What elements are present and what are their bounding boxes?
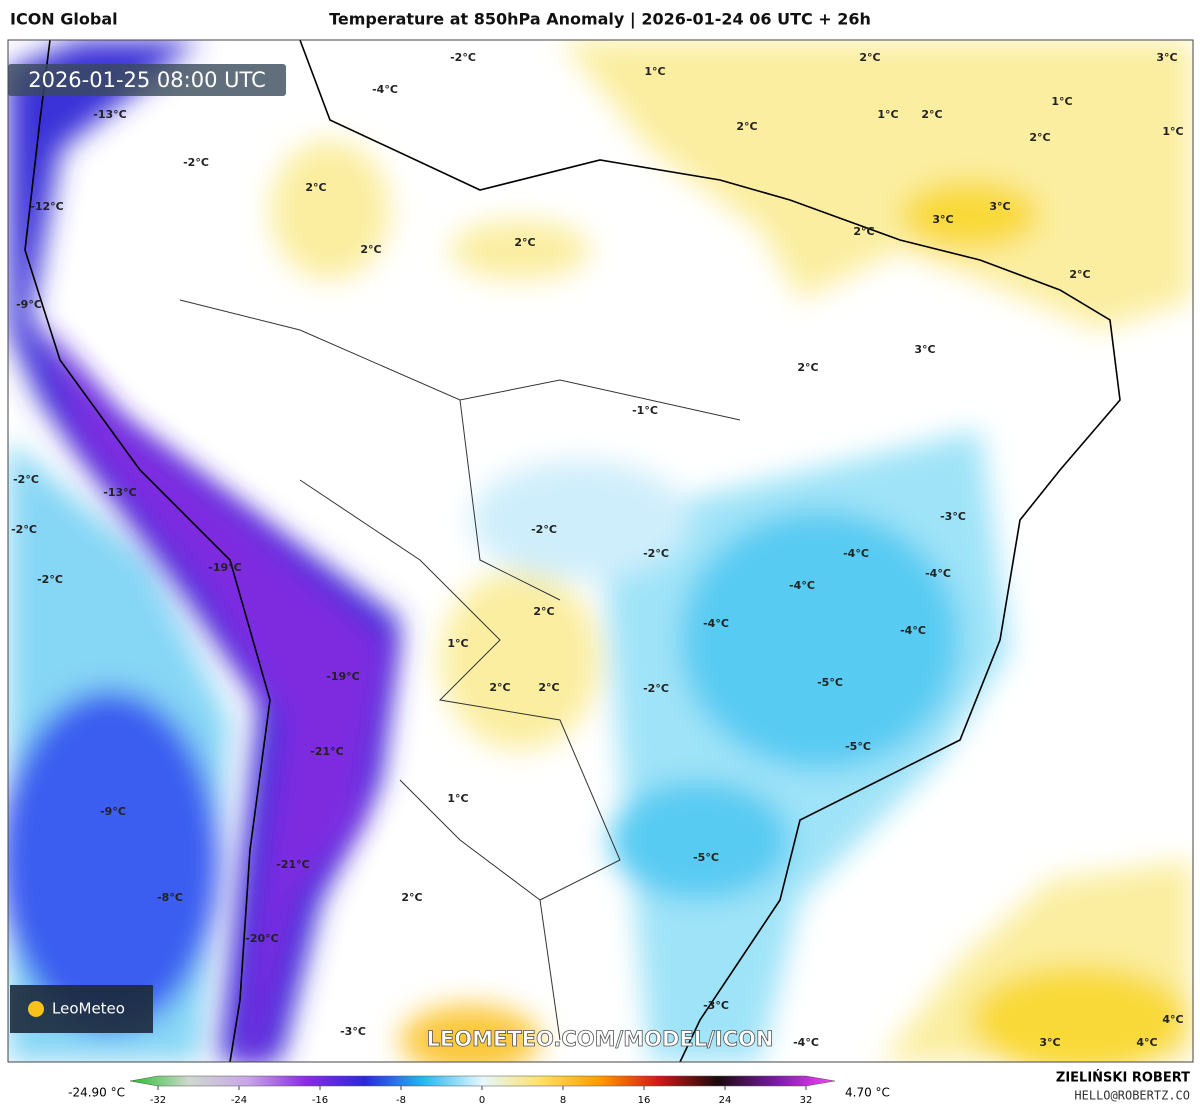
temperature-label: -19°C — [326, 670, 359, 683]
temperature-label: -5°C — [845, 740, 871, 753]
temperature-label: 2°C — [736, 120, 757, 133]
temperature-label: -3°C — [940, 510, 966, 523]
temperature-label: 3°C — [1039, 1036, 1060, 1049]
temperature-label: 4°C — [1136, 1036, 1157, 1049]
temperature-label: -3°C — [340, 1025, 366, 1038]
temperature-label: -9°C — [16, 298, 42, 311]
temperature-label: -20°C — [245, 932, 278, 945]
temperature-label: 2°C — [538, 681, 559, 694]
temperature-label: -2°C — [11, 523, 37, 536]
colorbar-tick-label: 0 — [479, 1095, 485, 1106]
temperature-label: -4°C — [703, 617, 729, 630]
temperature-label: 3°C — [932, 213, 953, 226]
colorbar-tick-label: 32 — [800, 1095, 813, 1106]
colorbar-min: -24.90 °C — [68, 1086, 125, 1100]
temperature-label: 1°C — [447, 637, 468, 650]
temperature-label: -5°C — [693, 851, 719, 864]
temperature-label: -1°C — [632, 404, 658, 417]
temperature-label: 2°C — [360, 243, 381, 256]
temperature-label: -9°C — [100, 805, 126, 818]
temperature-label: 2°C — [1029, 131, 1050, 144]
temperature-label: -4°C — [900, 624, 926, 637]
colorbar-max: 4.70 °C — [845, 1086, 890, 1100]
temperature-label: -2°C — [450, 51, 476, 64]
watermark: LEOMETEO.COM/MODEL/ICON — [427, 1027, 774, 1051]
temperature-label: -4°C — [843, 547, 869, 560]
timestamp: 2026-01-25 08:00 UTC — [28, 68, 266, 92]
temperature-label: 1°C — [644, 65, 665, 78]
temperature-label: 1°C — [447, 792, 468, 805]
temperature-label: -21°C — [310, 745, 343, 758]
temperature-label: -4°C — [925, 567, 951, 580]
map — [8, 40, 1193, 1062]
temperature-label: -2°C — [183, 156, 209, 169]
model-name: ICON Global — [10, 10, 118, 29]
temperature-label: -8°C — [157, 891, 183, 904]
temperature-label: -2°C — [643, 547, 669, 560]
temperature-label: 2°C — [533, 605, 554, 618]
temperature-label: -13°C — [103, 486, 136, 499]
temperature-label: 1°C — [877, 108, 898, 121]
temperature-label: -19°C — [208, 561, 241, 574]
map-title: Temperature at 850hPa Anomaly | 2026-01-… — [329, 10, 871, 30]
temperature-label: -21°C — [276, 858, 309, 871]
temperature-label: -2°C — [643, 682, 669, 695]
colorbar-tick-label: 8 — [560, 1095, 566, 1106]
temperature-label: -5°C — [817, 676, 843, 689]
colorbar-tick-label: 24 — [719, 1095, 732, 1106]
temperature-label: -2°C — [13, 473, 39, 486]
temperature-label: 2°C — [797, 361, 818, 374]
temperature-label: -12°C — [30, 200, 63, 213]
temperature-label: -4°C — [372, 83, 398, 96]
temperature-label: 1°C — [1051, 95, 1072, 108]
temperature-label: 2°C — [921, 108, 942, 121]
colorbar-tick-label: -32 — [150, 1095, 166, 1106]
colorbar-tick-label: -24 — [231, 1095, 247, 1106]
temperature-label: 3°C — [1156, 51, 1177, 64]
logo-sun — [28, 1001, 44, 1017]
temperature-label: 2°C — [489, 681, 510, 694]
temperature-label: 2°C — [514, 236, 535, 249]
author: ZIELIŃSKI ROBERT — [1056, 1070, 1190, 1086]
contact: HELLO@ROBERTZ.CO — [1074, 1089, 1190, 1103]
colorbar-tick-label: -8 — [396, 1095, 406, 1106]
temperature-label: 3°C — [989, 200, 1010, 213]
temperature-label: 2°C — [853, 225, 874, 238]
temperature-label: 2°C — [305, 181, 326, 194]
colorbar-tick-label: 16 — [638, 1095, 651, 1106]
temperature-label: 2°C — [859, 51, 880, 64]
colorbar-tick-label: -16 — [312, 1095, 328, 1106]
temperature-label: -2°C — [37, 573, 63, 586]
temperature-label: 2°C — [1069, 268, 1090, 281]
temperature-label: -3°C — [703, 999, 729, 1012]
temperature-label: 3°C — [914, 343, 935, 356]
map-frame — [7, 39, 1194, 1063]
temperature-label: -2°C — [531, 523, 557, 536]
temperature-label: -4°C — [789, 579, 815, 592]
temperature-label: 2°C — [401, 891, 422, 904]
timestamp-box — [8, 64, 286, 96]
temperature-label: 1°C — [1162, 125, 1183, 138]
temperature-label: -13°C — [93, 108, 126, 121]
colorbar — [129, 1075, 836, 1087]
logo: LeoMeteo — [52, 1000, 125, 1018]
temperature-label: -4°C — [793, 1036, 819, 1049]
temperature-label: 4°C — [1162, 1013, 1183, 1026]
